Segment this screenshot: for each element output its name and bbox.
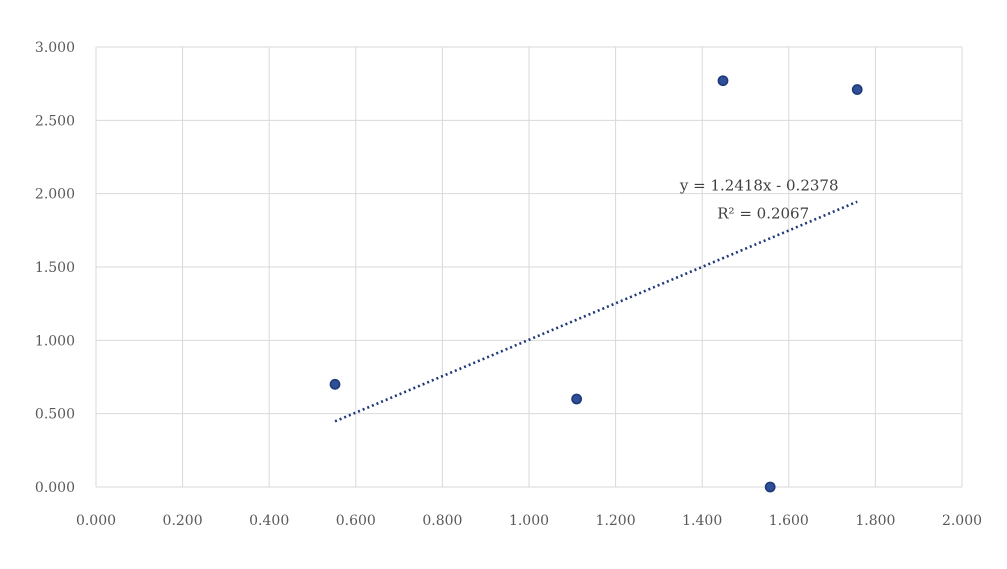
data-points xyxy=(329,75,863,493)
y-tick-label: 0.500 xyxy=(35,407,75,423)
data-point xyxy=(717,75,729,87)
linear-trendline xyxy=(334,200,858,423)
x-tick-label: 0.600 xyxy=(336,513,376,529)
data-point xyxy=(851,84,863,95)
x-tick-label: 1.600 xyxy=(769,513,809,529)
x-tick-label: 0.000 xyxy=(76,513,116,529)
x-tick-label: 1.800 xyxy=(855,513,895,529)
y-tick-label: 2.000 xyxy=(35,187,75,203)
x-tick-label: 1.000 xyxy=(509,513,549,529)
y-axis-tick-labels: 0.000 0.500 1.000 1.500 2.000 2.500 3.000 xyxy=(35,40,75,496)
y-tick-label: 1.000 xyxy=(35,333,75,349)
x-tick-label: 0.200 xyxy=(163,513,203,529)
x-axis-tick-labels: 0.000 0.200 0.400 0.600 0.800 1.000 1.200 1.400… xyxy=(76,513,982,529)
x-tick-label: 0.800 xyxy=(422,513,462,529)
data-point xyxy=(571,393,583,405)
trendline-group xyxy=(334,200,858,423)
x-tick-label: 1.200 xyxy=(596,513,636,529)
trendline-equation: y = 1.2418x - 0.2378 xyxy=(679,177,839,195)
data-point xyxy=(764,481,776,493)
y-tick-label: 1.500 xyxy=(35,260,75,276)
x-tick-label: 0.400 xyxy=(249,513,289,529)
y-tick-label: 3.000 xyxy=(35,40,75,56)
data-point xyxy=(329,378,341,390)
x-tick-label: 2.000 xyxy=(942,513,982,529)
grid-lines xyxy=(95,46,963,488)
y-tick-label: 0.000 xyxy=(35,480,75,496)
x-tick-label: 1.400 xyxy=(682,513,722,529)
trendline-r-squared: R² = 0.2067 xyxy=(717,205,809,223)
trendline-labels: y = 1.2418x - 0.2378 R² = 0.2067 xyxy=(679,177,839,223)
y-tick-label: 2.500 xyxy=(35,113,75,129)
